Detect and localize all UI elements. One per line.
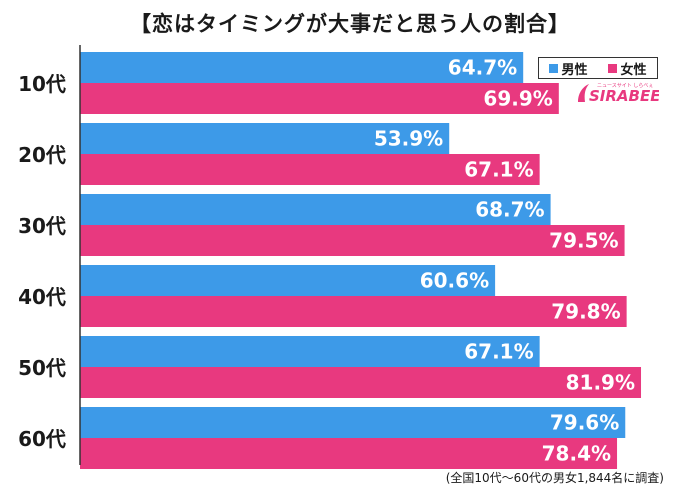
sirabee-logo-small-text: ニュースサイト しらべぇ <box>597 83 653 89</box>
bar-label-female-5: 81.9% <box>566 371 635 395</box>
legend-label-female: 女性 <box>620 62 647 78</box>
bar-label-female-1: 69.9% <box>483 87 552 111</box>
bar-label-female-4: 79.8% <box>551 300 620 324</box>
bar-female-2 <box>80 154 540 185</box>
legend-item-male: 男性 <box>549 59 588 78</box>
bar-male-5 <box>80 336 540 367</box>
bar-label-female-6: 78.4% <box>542 442 611 466</box>
bar-female-5 <box>80 367 642 398</box>
chart-title: 【恋はタイミングが大事だと思う人の割合】 <box>130 12 570 36</box>
legend-label-male: 男性 <box>561 62 588 78</box>
bar-label-male-5: 67.1% <box>464 340 533 364</box>
bar-female-6 <box>80 438 618 469</box>
bar-female-4 <box>80 296 627 327</box>
legend-swatch-female <box>608 63 618 73</box>
category-label-5: 50代 <box>18 356 66 380</box>
category-label-1: 10代 <box>18 72 66 96</box>
legend-swatch-male <box>549 63 559 73</box>
bar-label-female-2: 67.1% <box>464 158 533 182</box>
footnote: (全国10代～60代の男女1,844名に調査) <box>445 471 664 485</box>
bar-label-female-3: 79.5% <box>549 229 618 253</box>
sirabee-logo-mark <box>578 84 589 102</box>
category-label-4: 40代 <box>18 285 66 309</box>
bar-label-male-6: 79.6% <box>550 411 619 435</box>
category-label-6: 60代 <box>18 427 66 451</box>
bar-male-2 <box>80 123 450 154</box>
bar-label-male-1: 64.7% <box>448 56 517 80</box>
bar-label-male-4: 60.6% <box>420 269 489 293</box>
sirabee-logo: ニュースサイト しらべぇ SIRABEE <box>578 83 659 104</box>
bar-male-6 <box>80 407 626 438</box>
bar-male-1 <box>80 52 524 83</box>
bar-female-3 <box>80 225 625 256</box>
legend: 男性 女性 <box>538 57 658 79</box>
category-label-2: 20代 <box>18 143 66 167</box>
bar-label-male-3: 68.7% <box>475 198 544 222</box>
bar-female-1 <box>80 83 559 114</box>
bar-male-3 <box>80 194 551 225</box>
legend-item-female: 女性 <box>608 59 647 78</box>
bar-male-4 <box>80 265 496 296</box>
sirabee-logo-word: SIRABEE <box>589 87 659 104</box>
category-label-3: 30代 <box>18 214 66 238</box>
bar-label-male-2: 53.9% <box>374 127 443 151</box>
